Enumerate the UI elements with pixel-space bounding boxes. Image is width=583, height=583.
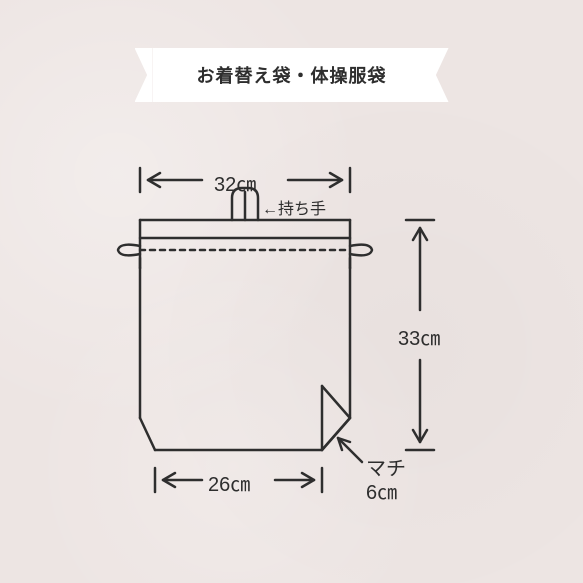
gusset-value: 6㎝ (366, 476, 397, 505)
bottom-width-label: 26㎝ (208, 468, 250, 497)
bag-diagram: 32㎝ ←持ち手 33㎝ 26㎝ マチ 6㎝ (90, 150, 510, 550)
title-ribbon: お着替え袋・体操服袋 (153, 48, 431, 102)
handle-label: ←持ち手 (262, 195, 326, 219)
top-width-label: 32㎝ (214, 168, 256, 197)
gusset-pointer (338, 438, 362, 462)
height-label: 33㎝ (398, 322, 440, 351)
bag-body (118, 220, 372, 450)
title-text: お着替え袋・体操服袋 (197, 66, 387, 86)
